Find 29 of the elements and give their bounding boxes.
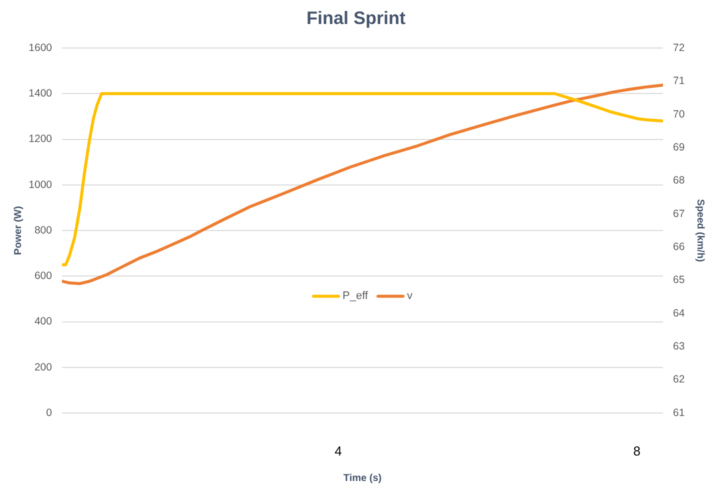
y-tick-label: 400 (34, 316, 52, 328)
y-tick-label: 200 (34, 361, 52, 374)
x-axis-title: Time (s) (343, 472, 382, 484)
y2-tick-label: 66 (673, 240, 685, 253)
y-tick-label: 1400 (28, 88, 52, 100)
y2-tick-label: 69 (673, 141, 685, 154)
y-tick-label: 1600 (28, 42, 52, 54)
y2-tick-label: 61 (673, 406, 685, 419)
x-tick-label: 8 (633, 443, 640, 458)
x-tick-label: 4 (334, 443, 342, 458)
y2-tick-label: 68 (673, 174, 685, 187)
legend-label: P_eff (342, 290, 369, 302)
y2-tick-label: 71 (673, 75, 685, 88)
y2-tick-label: 67 (673, 208, 685, 220)
y2-tick-label: 62 (673, 374, 685, 386)
y2-tick-label: 65 (673, 274, 685, 286)
y2-tick-label: 70 (673, 108, 685, 120)
y2-tick-label: 72 (673, 42, 685, 54)
legend-label: v (406, 290, 413, 302)
y2-tick-label: 64 (673, 307, 685, 320)
y2-tick-label: 63 (673, 340, 685, 353)
chart-title: Final Sprint (306, 8, 406, 28)
y-tick-label: 800 (34, 224, 52, 236)
y-axis-title: Power (W) (12, 206, 24, 255)
y-tick-label: 1000 (28, 178, 52, 191)
y-tick-label: 1200 (28, 133, 52, 146)
y-tick-label: 0 (46, 406, 52, 419)
y2-axis-title: Speed (km/h) (694, 199, 706, 262)
y-tick-label: 600 (34, 270, 52, 282)
